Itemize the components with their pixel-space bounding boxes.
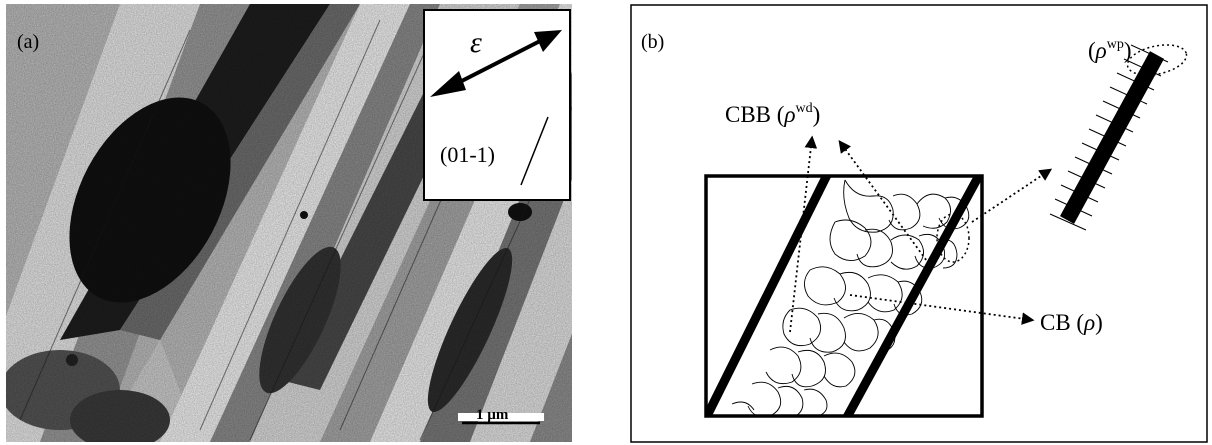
wall-highlight-ellipse: [936, 213, 970, 263]
wall-ends-ellipse: [1126, 44, 1188, 76]
scale-bar: 1 µm: [458, 407, 544, 425]
cb-label: CB (ρ): [1040, 310, 1103, 335]
panel-b-label: (b): [641, 31, 664, 53]
cb-pointer: [849, 294, 1035, 325]
wall-zoom-pointer: [971, 168, 1053, 223]
cbb-label: CBB (ρwd): [725, 101, 820, 127]
enlarged-wall: [1049, 44, 1188, 231]
plane-trace: [520, 116, 549, 186]
scale-bar-label: 1 µm: [476, 407, 509, 423]
cell-block-wall-left: [706, 176, 832, 416]
rho-wp-label: (ρwp): [1088, 37, 1132, 63]
plane-label: (01-1): [440, 142, 495, 167]
panel-b: (b): [630, 4, 1208, 443]
strain-symbol: ε: [470, 26, 482, 59]
cbb-pointer-2: [838, 139, 933, 269]
orientation-inset: ε (01-1): [423, 9, 571, 201]
micrograph-image: [6, 4, 572, 442]
cell-block-wall-right: [842, 176, 982, 416]
panel-a-label: (a): [17, 31, 39, 53]
schematic-box: [704, 174, 984, 418]
strain-arrow: [430, 30, 562, 97]
panel-a: (a) ε (01-1) 1 µm: [6, 4, 572, 442]
